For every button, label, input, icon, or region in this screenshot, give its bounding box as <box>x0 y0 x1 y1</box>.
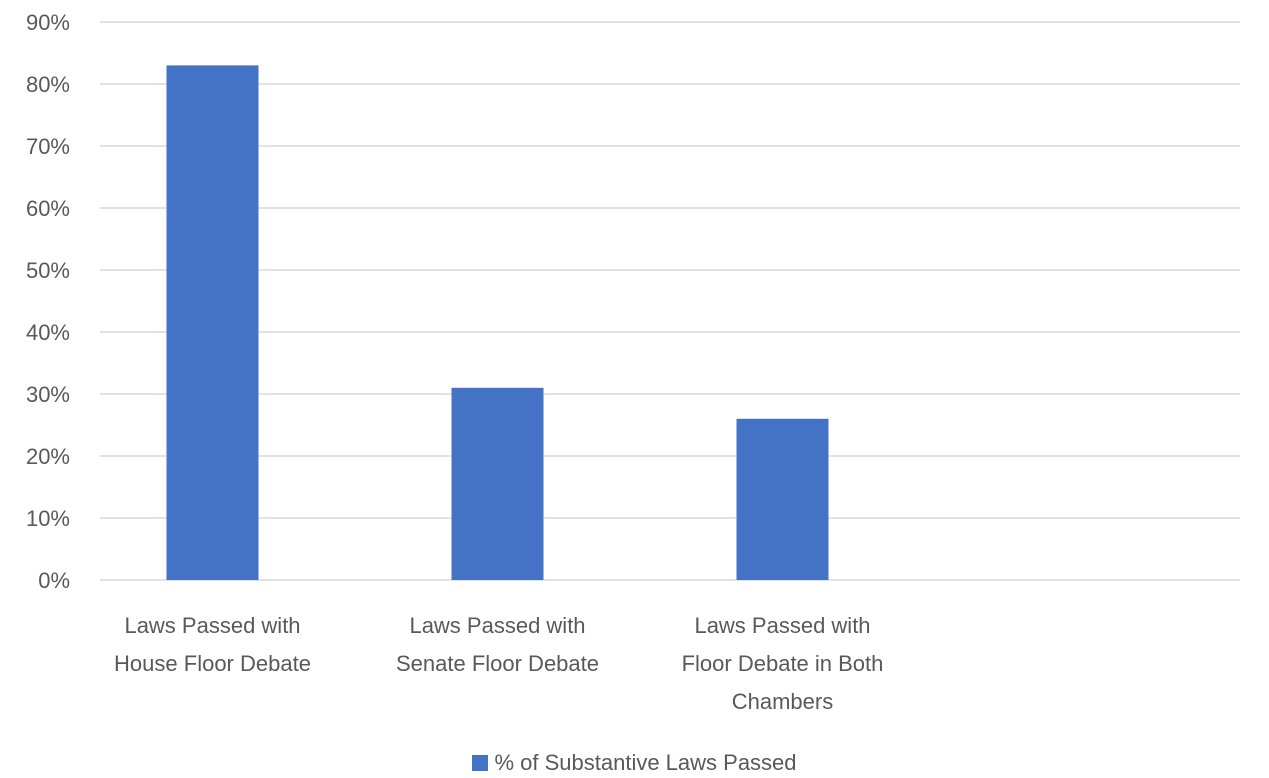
x-category-label-line: Laws Passed with <box>694 613 870 638</box>
bar <box>451 387 544 580</box>
legend-label: % of Substantive Laws Passed <box>494 750 797 775</box>
legend-swatch <box>472 755 489 771</box>
y-tick-label: 80% <box>26 72 70 97</box>
y-tick-label: 50% <box>26 258 70 283</box>
x-category-label: Laws Passed with Floor Debate in Both Cham… <box>682 613 884 714</box>
y-tick-label: 0% <box>38 568 70 593</box>
y-tick-label: 40% <box>26 320 70 345</box>
legend: % of Substantive Laws Passed <box>0 748 1269 778</box>
y-tick-label: 90% <box>26 10 70 35</box>
y-tick-label: 70% <box>26 134 70 159</box>
x-category-label-line: Chambers <box>732 689 833 714</box>
y-tick-label: 60% <box>26 196 70 221</box>
x-category-label-line: Laws Passed with <box>124 613 300 638</box>
bar <box>166 65 259 580</box>
y-tick-label: 30% <box>26 382 70 407</box>
x-category-label-line: House Floor Debate <box>114 651 311 676</box>
x-category-label-line: Floor Debate in Both <box>682 651 884 676</box>
x-category-label-line: Senate Floor Debate <box>396 651 599 676</box>
y-tick-label: 10% <box>26 506 70 531</box>
x-category-label-line: Laws Passed with <box>409 613 585 638</box>
x-category-label: Laws Passed with Senate Floor Debate <box>396 613 599 676</box>
x-category-label: Laws Passed with House Floor Debate <box>114 613 311 676</box>
y-tick-label: 20% <box>26 444 70 469</box>
bar <box>736 418 829 580</box>
